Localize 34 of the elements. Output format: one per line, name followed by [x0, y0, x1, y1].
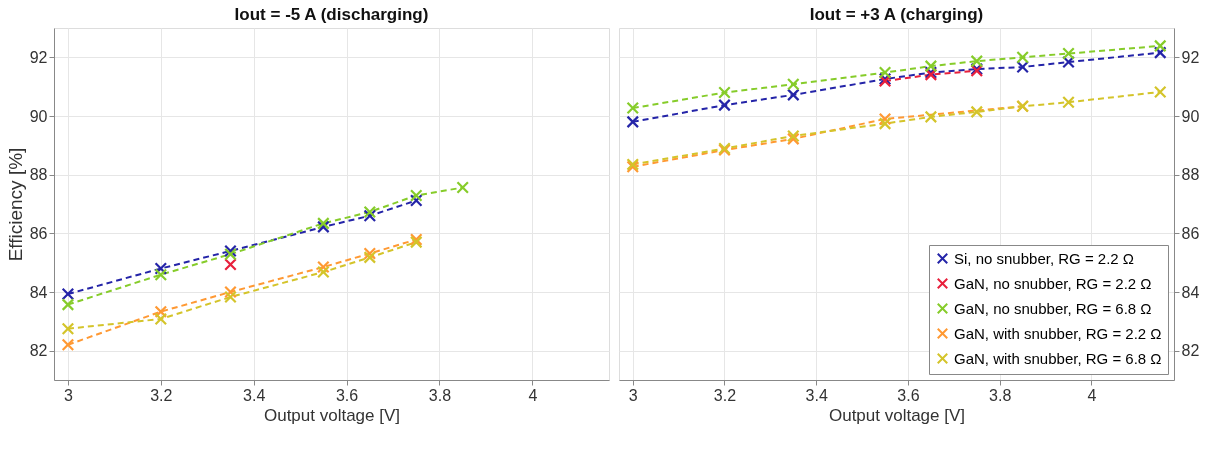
y-tick-label: 88 [1181, 166, 1200, 184]
y-axis-title: Efficiency [%] [4, 147, 26, 262]
y-tick-label: 84 [1181, 283, 1200, 301]
y-tick-label: 90 [1181, 107, 1200, 125]
chart-title: Iout = +3 A (charging) [809, 5, 984, 24]
x-tick-label: 3.8 [428, 386, 452, 404]
x-tick-label: 3.2 [713, 386, 737, 404]
x-tick-label: 4 [528, 386, 538, 404]
x-tick-label: 3 [63, 386, 73, 404]
x-tick-label: 3.6 [335, 386, 359, 404]
x-axis-title: Output voltage [V] [828, 405, 966, 425]
x-tick-label: 3.4 [243, 386, 266, 404]
x-tick-label: 3.2 [150, 386, 173, 404]
y-tick-label: 82 [29, 342, 48, 360]
y-tick-label: 92 [1181, 48, 1200, 66]
y-tick-label: 84 [29, 283, 48, 301]
y-tick-label: 92 [29, 48, 48, 66]
x-tick-label: 3.6 [897, 386, 920, 404]
legend-label: GaN, with snubber, RG = 2.2 Ω [954, 324, 1162, 342]
x-tick-label: 4 [1087, 386, 1097, 404]
legend-label: Si, no snubber, RG = 2.2 Ω [954, 249, 1135, 267]
y-tick-label: 90 [29, 107, 48, 125]
y-tick-label: 88 [29, 166, 48, 184]
x-tick-label: 3 [628, 386, 638, 404]
legend-label: GaN, no snubber, RG = 2.2 Ω [954, 274, 1152, 292]
x-tick-label: 3.8 [989, 386, 1012, 404]
x-tick-label: 3.4 [805, 386, 828, 404]
legend-label: GaN, with snubber, RG = 6.8 Ω [954, 349, 1162, 367]
y-tick-label: 86 [1181, 224, 1200, 242]
x-axis-title: Output voltage [V] [263, 405, 401, 425]
chart-title: Iout = -5 A (discharging) [234, 5, 429, 24]
y-tick-label: 86 [29, 224, 48, 242]
y-tick-label: 82 [1181, 342, 1200, 360]
legend-label: GaN, no snubber, RG = 6.8 Ω [954, 299, 1152, 317]
